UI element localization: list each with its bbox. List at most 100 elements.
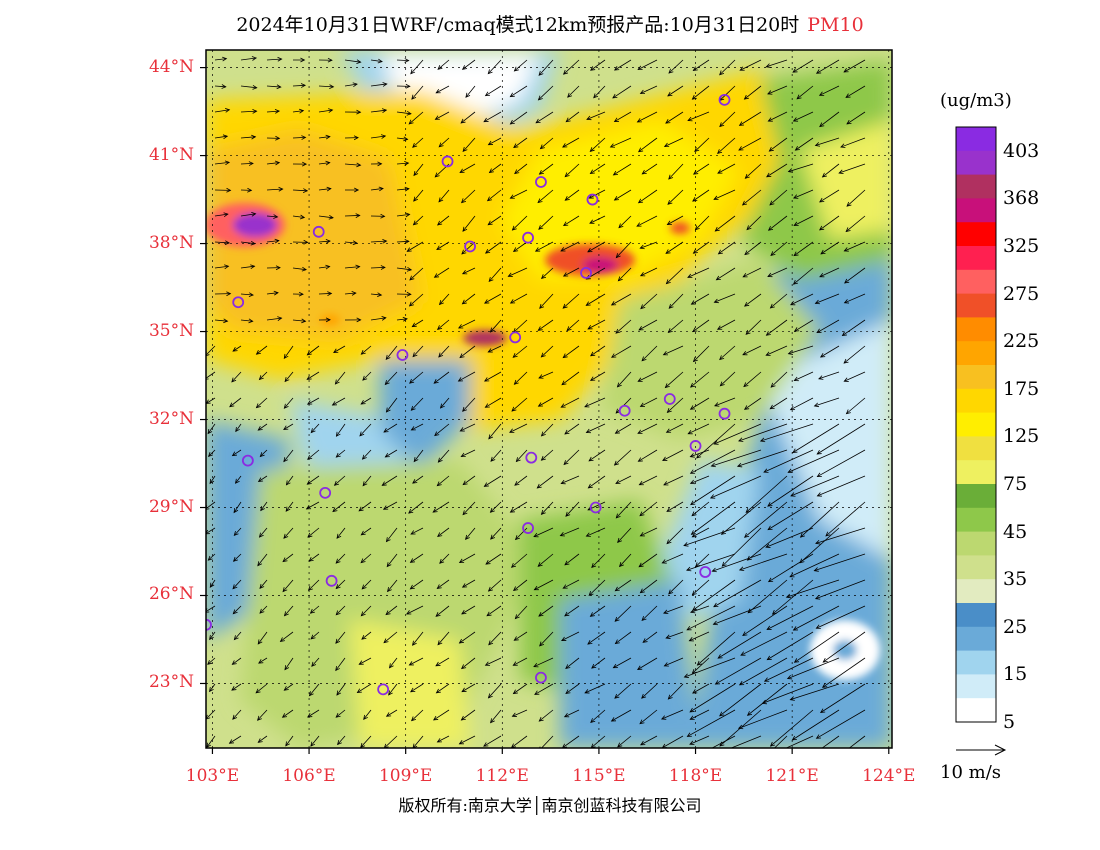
wind-arrow	[744, 241, 762, 255]
wind-arrowhead	[353, 135, 359, 141]
wind-arrow	[284, 371, 294, 382]
wind-arrow	[389, 657, 398, 668]
wind-arrowhead	[284, 665, 290, 671]
wind-arrowhead	[351, 291, 357, 296]
wind-arrowhead	[512, 353, 518, 358]
wind-arrow	[387, 579, 398, 592]
wind-arrow	[636, 215, 658, 227]
wind-arrowhead	[509, 92, 515, 98]
wind-arrow	[535, 111, 554, 124]
wind-arrowhead	[561, 380, 567, 386]
wind-arrowhead	[352, 82, 358, 88]
wind-arrowhead	[378, 186, 384, 192]
wind-arrow	[214, 109, 230, 113]
wind-arrowhead	[352, 240, 358, 246]
wind-arrow	[740, 631, 788, 656]
wind-arrow	[743, 371, 762, 387]
wind-arrow	[563, 267, 580, 277]
wind-arrow	[844, 371, 866, 382]
wind-arrowhead	[539, 303, 545, 309]
wind-arrow	[766, 605, 814, 630]
wind-arrow	[640, 85, 658, 94]
wind-arrow	[742, 267, 762, 278]
wind-arrow	[483, 735, 502, 747]
wind-arrowhead	[355, 264, 361, 270]
wind-arrowhead	[612, 93, 618, 99]
wind-arrowhead	[209, 686, 214, 693]
wind-arrowhead	[683, 542, 689, 547]
city-marker	[522, 231, 534, 244]
wind-arrow	[564, 605, 580, 617]
wind-arrowhead	[250, 240, 256, 246]
wind-arrowhead	[206, 375, 209, 380]
wind-arrow	[310, 631, 320, 640]
wind-arrow	[207, 657, 216, 665]
wind-arrow	[383, 501, 398, 510]
wind-arrow	[787, 657, 840, 679]
wind-arrowhead	[484, 248, 491, 254]
wind-arrow	[717, 319, 736, 330]
wind-arrowhead	[790, 492, 796, 497]
wind-arrow	[814, 553, 866, 572]
wind-arrow	[512, 709, 528, 717]
wind-arrowhead	[412, 479, 418, 484]
wind-arrowhead	[816, 472, 822, 478]
wind-arrowhead	[206, 742, 212, 748]
wind-arrow	[396, 318, 408, 321]
wind-arrowhead	[639, 272, 646, 277]
wind-arrowhead	[333, 480, 339, 486]
wind-arrow	[310, 605, 320, 614]
wind-arrow	[711, 449, 762, 467]
wind-arrow	[488, 267, 502, 282]
wind-arrowhead	[234, 478, 240, 484]
wind-arrow	[461, 241, 476, 255]
wind-arrow	[286, 475, 294, 486]
wind-arrowhead	[639, 719, 645, 725]
wind-arrowhead	[766, 655, 772, 661]
wind-arrow	[358, 501, 372, 512]
wind-arrowhead	[560, 403, 566, 408]
wind-arrow	[284, 397, 294, 409]
wind-arrowhead	[840, 143, 846, 148]
wind-arrowhead	[668, 589, 674, 595]
wind-arrowhead	[613, 195, 620, 201]
wind-arrowhead	[432, 508, 438, 513]
wind-arrow	[318, 85, 334, 88]
wind-arrow	[770, 293, 788, 309]
wind-arrow	[661, 709, 684, 720]
wind-arrowhead	[334, 379, 340, 385]
wind-arrow	[207, 423, 216, 434]
colorbar-unit: (ug/m3)	[940, 90, 1012, 111]
wind-arrowhead	[667, 199, 673, 205]
wind-arrow	[816, 423, 866, 455]
wind-arrow	[561, 371, 580, 385]
city-marker	[535, 671, 547, 684]
wind-arrowhead	[739, 66, 745, 71]
wind-arrow	[690, 475, 736, 505]
wind-arrow	[617, 735, 632, 748]
wind-arrow	[746, 215, 762, 230]
wind-arrow	[462, 59, 476, 70]
wind-arrowhead	[794, 146, 800, 151]
wind-arrow	[283, 345, 294, 359]
wind-arrow	[436, 241, 450, 250]
colorbar-swatch	[956, 365, 996, 390]
wind-arrowhead	[711, 567, 717, 573]
wind-arrowhead	[257, 561, 263, 567]
wind-arrowhead	[438, 142, 444, 148]
wind-arrowhead	[433, 273, 440, 278]
wind-arrow	[619, 553, 632, 567]
wind-arrow	[692, 527, 710, 538]
wind-arrowhead	[687, 429, 693, 435]
wind-arrowhead	[461, 65, 468, 70]
wind-arrowhead	[284, 377, 290, 383]
wind-arrow	[484, 371, 502, 382]
wind-arrowhead	[436, 481, 442, 487]
wind-arrow	[584, 683, 606, 694]
wind-arrowhead	[458, 324, 464, 329]
wind-arrow	[513, 683, 528, 694]
longitude-label: 124°E	[862, 766, 916, 786]
wind-arrowhead	[820, 249, 826, 255]
wind-arrow	[361, 631, 372, 640]
wind-arrow	[240, 85, 257, 89]
